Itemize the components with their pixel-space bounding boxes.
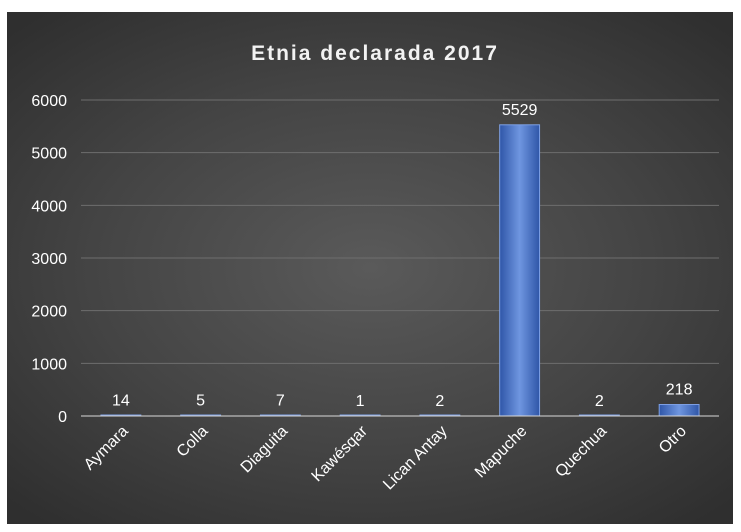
y-tick-label: 2000 (31, 304, 67, 321)
bar-otro (658, 404, 700, 417)
data-label: 2 (435, 393, 444, 410)
data-label: 1 (356, 393, 365, 410)
bar-chart: Etnia declarada 2017 0100020003000400050… (31, 42, 719, 493)
data-label: 5529 (502, 102, 538, 119)
data-labels: 14 5 7 1 2 5529 2 218 (112, 102, 693, 410)
bars (100, 124, 700, 417)
x-tick-label: Colla (174, 423, 212, 461)
y-tick-label: 0 (58, 409, 67, 426)
data-label: 14 (112, 392, 130, 409)
x-tick-label: Kawésqar (309, 422, 372, 485)
y-tick-label: 4000 (31, 198, 67, 215)
x-tick-label: Aymara (81, 423, 132, 474)
y-tick-label: 1000 (31, 356, 67, 373)
x-axis-ticks: Aymara Colla Diaguita Kawésqar Lican Antay Ma… (81, 422, 690, 493)
x-tick-label: Diaguita (238, 423, 292, 477)
data-label: 5 (196, 393, 205, 410)
data-label: 2 (595, 393, 604, 410)
bar-mapuche (499, 124, 541, 417)
data-label: 218 (666, 382, 693, 399)
x-tick-label: Otro (656, 423, 690, 457)
chart-area: Etnia declarada 2017 0 1000 2000 3000 4000 50… (7, 12, 733, 524)
y-tick-label: 6000 (31, 93, 67, 110)
x-tick-label: Lican Antay (380, 423, 451, 494)
x-tick-label: Quechua (552, 423, 610, 481)
data-label: 7 (276, 393, 285, 410)
gridlines (81, 99, 719, 364)
y-axis-ticks: 0 1000 2000 3000 4000 5000 6000 (31, 93, 67, 426)
x-tick-label: Mapuche (472, 423, 531, 482)
y-tick-label: 3000 (31, 251, 67, 268)
y-tick-label: 5000 (31, 146, 67, 163)
chart-title: Etnia declarada 2017 (251, 42, 499, 65)
